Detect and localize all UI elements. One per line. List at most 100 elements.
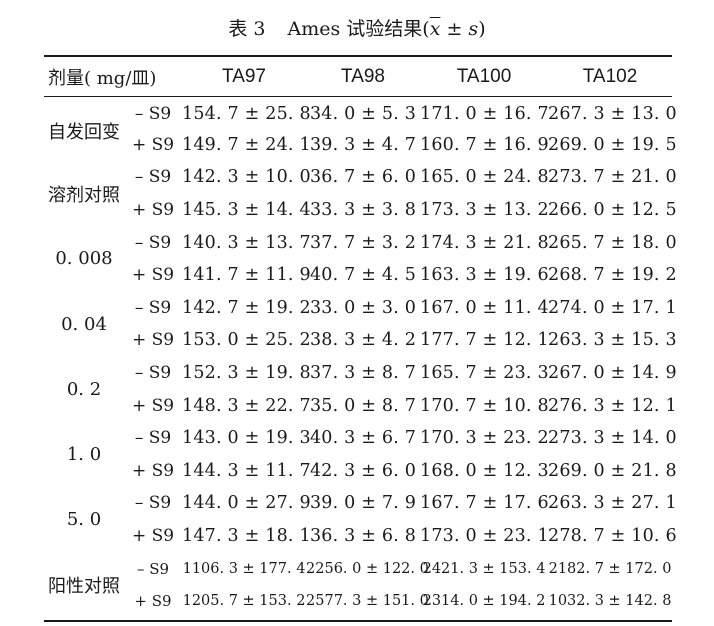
s9-condition: + S9 <box>131 200 175 221</box>
result-cell: 152. 3 ± 19. 8 <box>182 363 311 384</box>
result-cell: 154. 7 ± 25. 8 <box>182 104 311 125</box>
table-row: 0. 2 – S9 152. 3 ± 19. 8 37. 3 ± 8. 7 165. 7… <box>44 357 677 400</box>
ames-results-table: 剂量( mg/皿) TA97 TA98 TA100 TA102 自发回变 – S9… <box>44 57 677 618</box>
caption-close-paren: ) <box>478 18 486 40</box>
result-cell: 177. 7 ± 12. 1 <box>420 330 549 351</box>
result-cell: 40. 7 ± 4. 5 <box>309 265 417 286</box>
result-cell: 143. 0 ± 19. 3 <box>182 428 311 449</box>
result-cell: 1106. 3 ± 177. 4 <box>182 560 306 577</box>
table-row: + S9 144. 3 ± 11. 7 42. 3 ± 6. 0 168. 0 ± 1… <box>44 455 677 488</box>
s9-condition: + S9 <box>131 134 175 155</box>
table-caption: 表 3 Ames 试验结果(x ± s) <box>0 14 714 41</box>
result-cell: 153. 0 ± 25. 2 <box>182 330 311 351</box>
table-header-rule <box>44 96 672 97</box>
dose-group-label: 0. 2 <box>66 378 102 400</box>
table-row: 溶剂对照 – S9 142. 3 ± 10. 0 36. 7 ± 6. 0 165. 0… <box>44 161 677 205</box>
mean-symbol: x <box>429 18 441 40</box>
dose-group-label: 0. 008 <box>55 248 113 270</box>
table-title: Ames 试验结果( <box>287 18 430 40</box>
result-cell: 141. 7 ± 11. 9 <box>182 265 311 286</box>
header-row: 剂量( mg/皿) TA97 TA98 TA100 TA102 <box>44 57 672 96</box>
result-cell: 269. 0 ± 19. 5 <box>548 134 677 155</box>
table-row: + S9 148. 3 ± 22. 7 35. 0 ± 8. 7 170. 7 ± 1… <box>44 389 677 422</box>
result-cell: 1032. 3 ± 142. 8 <box>548 593 672 610</box>
strain-header: TA98 <box>341 65 386 87</box>
result-cell: 273. 3 ± 14. 0 <box>548 428 677 449</box>
result-cell: 171. 0 ± 16. 7 <box>420 104 549 125</box>
result-cell: 35. 0 ± 8. 7 <box>309 395 417 416</box>
s9-condition: – S9 <box>134 363 172 384</box>
result-cell: 174. 3 ± 21. 8 <box>420 232 549 253</box>
result-cell: 39. 3 ± 4. 7 <box>309 134 417 155</box>
table-bottom-rule <box>44 620 672 622</box>
result-cell: 268. 7 ± 19. 2 <box>548 265 677 286</box>
result-cell: 170. 3 ± 23. 2 <box>420 428 549 449</box>
result-cell: 2577. 3 ± 151. 0 <box>306 593 429 610</box>
result-cell: 36. 3 ± 6. 8 <box>309 526 417 547</box>
s9-condition: + S9 <box>131 330 175 351</box>
dose-group-label: 0. 04 <box>61 313 107 335</box>
s9-condition: + S9 <box>131 395 175 416</box>
result-cell: 165. 0 ± 24. 8 <box>420 167 549 188</box>
sd-symbol: s <box>468 18 479 40</box>
s9-condition: + S9 <box>131 460 175 481</box>
s9-condition: + S9 <box>131 265 175 286</box>
s9-condition: – S9 <box>134 167 172 188</box>
result-cell: 144. 0 ± 27. 9 <box>182 493 311 514</box>
dose-group-label: 自发回变 <box>48 121 120 143</box>
table-row: + S9 145. 3 ± 14. 4 33. 3 ± 3. 8 173. 3 ± 1… <box>44 194 677 227</box>
result-cell: 42. 3 ± 6. 0 <box>309 460 417 481</box>
table-row: + S9 147. 3 ± 18. 1 36. 3 ± 6. 8 173. 0 ± 2… <box>44 520 677 553</box>
result-cell: 37. 7 ± 3. 2 <box>309 232 417 253</box>
result-cell: 165. 7 ± 23. 3 <box>420 363 549 384</box>
result-cell: 33. 3 ± 3. 8 <box>309 200 417 221</box>
result-cell: 142. 7 ± 19. 2 <box>182 297 311 318</box>
result-cell: 173. 0 ± 23. 1 <box>420 526 549 547</box>
table-row: + S9 1205. 7 ± 153. 2 2577. 3 ± 151. 0 2314… <box>44 585 672 618</box>
table-row: + S9 141. 7 ± 11. 9 40. 7 ± 4. 5 163. 3 ± 1… <box>44 259 677 292</box>
s9-condition: – S9 <box>134 232 172 253</box>
table-row: 自发回变 – S9 154. 7 ± 25. 8 34. 0 ± 5. 3 171. 0… <box>44 96 677 142</box>
dose-group-label: 溶剂对照 <box>48 184 120 206</box>
result-cell: 263. 3 ± 27. 1 <box>548 493 677 514</box>
result-cell: 148. 3 ± 22. 7 <box>182 395 311 416</box>
result-cell: 2314. 0 ± 194. 2 <box>422 593 546 610</box>
table-number: 表 3 <box>228 18 266 40</box>
s9-condition: + S9 <box>134 592 172 611</box>
result-cell: 145. 3 ± 14. 4 <box>182 200 311 221</box>
result-cell: 34. 0 ± 5. 3 <box>309 104 417 125</box>
result-cell: 1205. 7 ± 153. 2 <box>182 593 306 610</box>
result-cell: 269. 0 ± 21. 8 <box>548 460 677 481</box>
result-cell: 274. 0 ± 17. 1 <box>548 297 677 318</box>
dose-column-header: 剂量( mg/皿) <box>48 67 157 89</box>
result-cell: 39. 0 ± 7. 9 <box>309 493 417 514</box>
dose-group-label: 5. 0 <box>66 509 102 531</box>
result-cell: 140. 3 ± 13. 7 <box>182 232 311 253</box>
result-cell: 267. 0 ± 14. 9 <box>548 363 677 384</box>
result-cell: 2421. 3 ± 153. 4 <box>422 560 546 577</box>
table-top-rule <box>44 55 672 57</box>
s9-condition: – S9 <box>134 428 172 449</box>
result-cell: 267. 3 ± 13. 0 <box>548 104 677 125</box>
table-row: 5. 0 – S9 144. 0 ± 27. 9 39. 0 ± 7. 9 167. 7… <box>44 487 677 530</box>
result-cell: 2256. 0 ± 122. 0 <box>306 560 429 577</box>
strain-header: TA97 <box>222 65 267 87</box>
dose-group-label: 阳性对照 <box>48 575 120 597</box>
table-row: 阳性对照 – S9 1106. 3 ± 177. 4 2256. 0 ± 122. 0… <box>44 552 672 597</box>
table-body: 自发回变 – S9 154. 7 ± 25. 8 34. 0 ± 5. 3 171. 0… <box>44 96 677 618</box>
result-cell: 163. 3 ± 19. 6 <box>420 265 549 286</box>
result-cell: 276. 3 ± 12. 1 <box>548 395 677 416</box>
result-cell: 147. 3 ± 18. 1 <box>182 526 311 547</box>
result-cell: 36. 7 ± 6. 0 <box>309 167 417 188</box>
dose-group-label: 1. 0 <box>66 444 102 466</box>
plus-minus-symbol: ± <box>440 18 469 40</box>
result-cell: 40. 3 ± 6. 7 <box>309 428 417 449</box>
result-cell: 263. 3 ± 15. 3 <box>548 330 677 351</box>
table-row: 0. 008 – S9 140. 3 ± 13. 7 37. 7 ± 3. 2 174.… <box>44 226 676 270</box>
s9-condition: – S9 <box>134 297 172 318</box>
result-cell: 38. 3 ± 4. 2 <box>309 330 417 351</box>
result-cell: 266. 0 ± 12. 5 <box>548 200 677 221</box>
result-cell: 160. 7 ± 16. 9 <box>420 134 549 155</box>
result-cell: 167. 0 ± 11. 4 <box>420 297 549 318</box>
strain-header: TA102 <box>582 65 638 87</box>
